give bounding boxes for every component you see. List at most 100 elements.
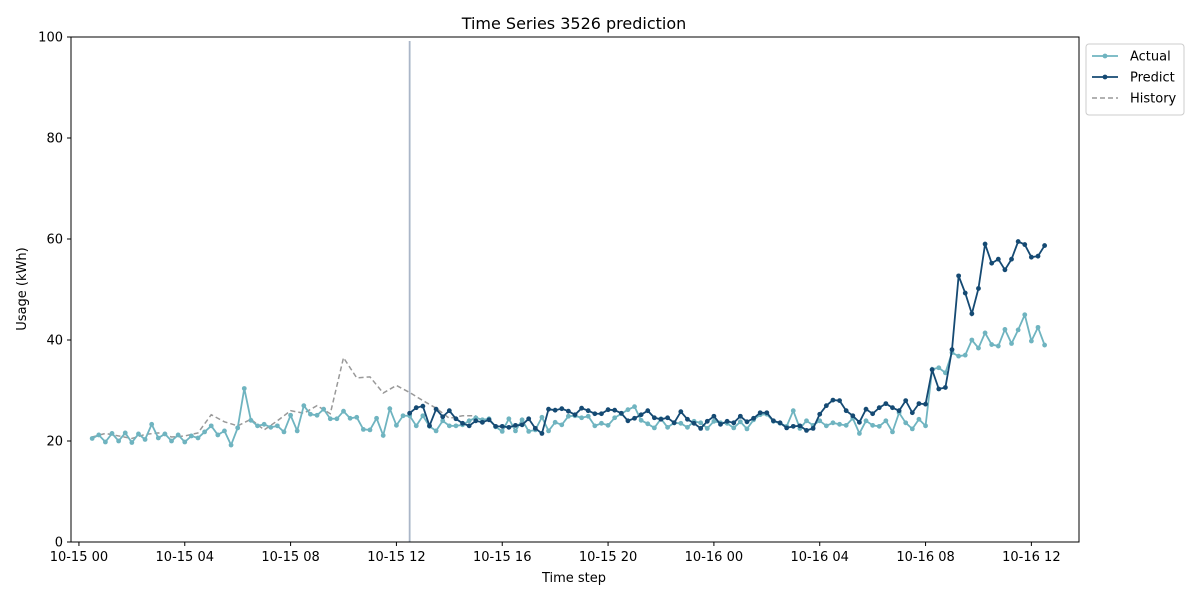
data-point-predict xyxy=(1015,239,1021,244)
data-point-actual xyxy=(843,422,849,428)
data-point-predict xyxy=(744,419,750,425)
data-point-actual xyxy=(685,424,690,430)
data-point-predict xyxy=(579,405,585,411)
data-point-actual xyxy=(122,430,128,436)
data-point-predict xyxy=(632,415,637,421)
data-point-actual xyxy=(1042,342,1048,348)
data-point-actual xyxy=(387,406,393,412)
data-point-predict xyxy=(936,386,942,392)
data-point-actual xyxy=(208,423,214,429)
data-point-actual xyxy=(261,421,267,427)
data-point-actual xyxy=(466,418,472,424)
data-point-actual xyxy=(989,342,995,347)
data-point-actual xyxy=(744,426,750,432)
data-point-actual xyxy=(400,413,406,419)
data-point-actual xyxy=(1002,326,1008,332)
data-point-predict xyxy=(843,408,849,414)
data-point-actual xyxy=(625,407,631,413)
data-point-predict xyxy=(942,385,948,390)
legend-marker-actual xyxy=(1102,53,1108,59)
data-point-predict xyxy=(903,398,909,403)
data-point-actual xyxy=(182,439,188,445)
data-point-actual xyxy=(876,423,882,429)
data-point-predict xyxy=(830,397,836,403)
data-point-predict xyxy=(671,420,677,426)
x-tick-label: 10-16 04 xyxy=(790,550,848,565)
data-point-actual xyxy=(215,432,221,438)
data-point-predict xyxy=(513,422,518,428)
data-point-predict xyxy=(857,419,862,425)
x-tick-label: 10-16 00 xyxy=(685,550,743,565)
data-point-predict xyxy=(1022,242,1028,247)
y-tick-label: 0 xyxy=(55,536,63,551)
data-point-predict xyxy=(731,420,737,426)
data-point-predict xyxy=(916,401,922,407)
data-point-actual xyxy=(268,424,274,430)
data-point-predict xyxy=(771,418,776,424)
data-point-predict xyxy=(605,407,611,413)
data-point-actual xyxy=(579,415,585,421)
data-point-actual xyxy=(202,429,208,435)
data-point-predict xyxy=(466,423,472,429)
data-point-predict xyxy=(572,412,578,418)
data-point-actual xyxy=(354,414,360,420)
data-point-actual xyxy=(638,417,644,423)
data-point-predict xyxy=(526,416,532,422)
data-point-actual xyxy=(102,439,108,445)
data-point-predict xyxy=(638,412,644,418)
y-tick-label: 40 xyxy=(46,334,63,349)
data-point-actual xyxy=(1028,338,1034,344)
y-tick-label: 60 xyxy=(46,233,63,248)
data-point-actual xyxy=(413,423,419,429)
data-point-predict xyxy=(645,408,651,414)
data-point-predict xyxy=(810,425,816,431)
data-point-actual xyxy=(222,428,227,434)
legend-marker-predict xyxy=(1102,74,1108,80)
data-point-predict xyxy=(532,425,538,431)
data-point-actual xyxy=(241,386,247,391)
data-point-actual xyxy=(863,418,869,424)
data-point-actual xyxy=(149,421,155,427)
data-point-actual xyxy=(698,420,704,426)
data-point-actual xyxy=(923,423,928,429)
data-point-actual xyxy=(546,428,551,434)
y-tick-label: 80 xyxy=(46,132,63,147)
data-point-actual xyxy=(506,416,512,422)
data-point-actual xyxy=(1022,312,1028,318)
data-point-actual xyxy=(942,370,948,376)
data-point-predict xyxy=(493,423,499,429)
data-point-predict xyxy=(453,416,459,422)
data-point-actual xyxy=(255,423,260,429)
data-point-predict xyxy=(923,401,928,407)
data-point-actual xyxy=(420,413,426,419)
data-point-actual xyxy=(374,415,379,421)
data-point-actual xyxy=(890,429,895,435)
data-point-actual xyxy=(857,431,862,436)
data-point-predict xyxy=(519,422,525,428)
data-point-predict xyxy=(896,408,902,414)
data-point-actual xyxy=(651,425,657,431)
data-point-actual xyxy=(327,416,333,422)
data-point-actual xyxy=(1015,327,1021,333)
data-point-actual xyxy=(665,424,670,430)
data-point-actual xyxy=(235,425,241,431)
data-point-predict xyxy=(976,286,981,291)
data-point-predict xyxy=(718,421,723,427)
data-point-actual xyxy=(248,417,254,423)
data-point-predict xyxy=(969,311,975,317)
data-point-predict xyxy=(804,427,809,433)
data-point-actual xyxy=(89,436,95,441)
data-point-actual xyxy=(519,417,525,423)
x-axis-label: Time step xyxy=(541,571,606,586)
x-tick-label: 10-15 00 xyxy=(50,550,108,565)
data-point-actual xyxy=(380,433,386,438)
data-point-actual xyxy=(605,422,611,428)
data-point-actual xyxy=(976,345,981,351)
data-point-actual xyxy=(936,365,942,371)
data-point-predict xyxy=(876,405,882,411)
y-axis: 0 20 40 60 80 100 xyxy=(38,31,71,551)
data-point-predict xyxy=(559,406,565,412)
data-point-predict xyxy=(757,410,763,416)
data-point-predict xyxy=(585,408,591,414)
data-point-actual xyxy=(314,412,320,418)
